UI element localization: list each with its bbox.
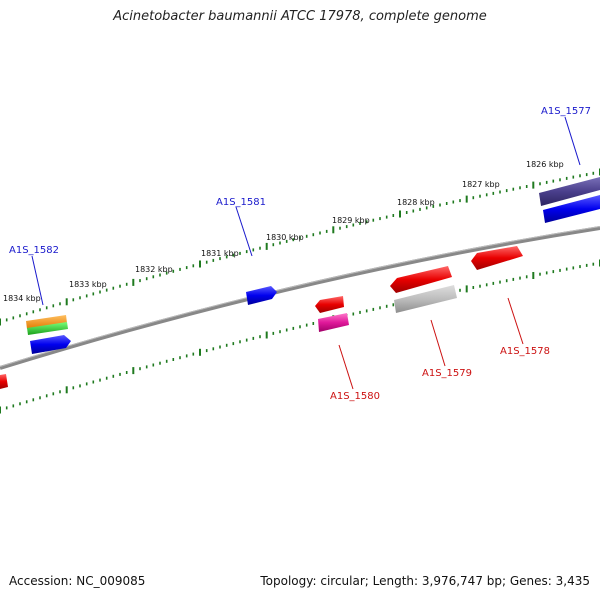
leader-a1s1580 — [338, 344, 354, 390]
map-title: Acinetobacter baumannii ATCC 17978, comp… — [113, 9, 487, 24]
kbp-label-1834: 1834 kbp — [3, 294, 41, 303]
accession-text: Accession: NC_009085 — [9, 574, 146, 588]
outer-tick-track — [0, 168, 600, 326]
gene-block-a1s1578 — [471, 246, 523, 270]
kbp-label-1829: 1829 kbp — [332, 216, 370, 225]
gene-block-orange — [26, 315, 67, 329]
gene-block-a1s1581 — [246, 286, 277, 305]
gene-block-a1s1580 — [315, 296, 344, 313]
leader-a1s1578 — [507, 297, 524, 345]
gene-block-a1s1582 — [30, 335, 71, 354]
leader-a1s1582 — [31, 255, 44, 306]
gene-label-a1s1578[interactable]: A1S_1578 — [500, 346, 550, 357]
gene-block-edge-red — [0, 374, 8, 389]
genome-backbone — [0, 226, 600, 370]
genome-summary-text: Topology: circular; Length: 3,976,747 bp… — [260, 574, 590, 588]
gene-block-a1s1577 — [543, 195, 600, 223]
gene-block-green — [27, 322, 68, 335]
kbp-label-1826: 1826 kbp — [526, 160, 564, 169]
leader-a1s1579 — [430, 319, 446, 367]
gene-block-gray — [394, 285, 457, 313]
kbp-label-1831: 1831 kbp — [201, 249, 239, 258]
leader-a1s1581 — [235, 206, 253, 257]
kbp-label-1832: 1832 kbp — [135, 265, 173, 274]
gene-block-navy — [539, 177, 600, 206]
kbp-label-1833: 1833 kbp — [69, 280, 107, 289]
gene-label-a1s1580[interactable]: A1S_1580 — [330, 391, 380, 402]
kbp-label-1827: 1827 kbp — [462, 180, 500, 189]
gene-block-a1s1579 — [390, 266, 452, 293]
leader-a1s1577 — [564, 116, 581, 166]
gene-label-a1s1581[interactable]: A1S_1581 — [216, 197, 266, 208]
kbp-label-1830: 1830 kbp — [266, 233, 304, 242]
kbp-label-1828: 1828 kbp — [397, 198, 435, 207]
gene-label-a1s1579[interactable]: A1S_1579 — [422, 368, 472, 379]
gene-block-pink — [318, 313, 349, 332]
gene-label-a1s1582[interactable]: A1S_1582 — [9, 245, 59, 256]
gene-label-a1s1577[interactable]: A1S_1577 — [541, 106, 591, 117]
